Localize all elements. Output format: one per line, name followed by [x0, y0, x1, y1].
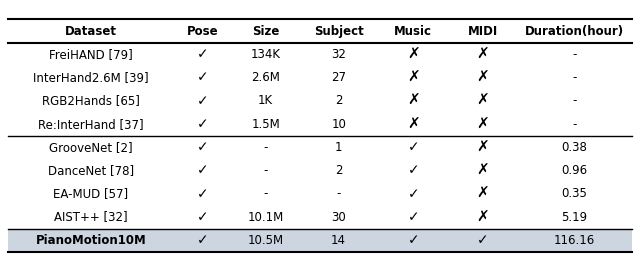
Text: EA-MUD [57]: EA-MUD [57]: [53, 187, 129, 200]
Text: 2: 2: [335, 164, 342, 177]
Text: ✓: ✓: [408, 140, 419, 154]
Text: ✗: ✗: [407, 93, 420, 108]
Text: ✗: ✗: [477, 117, 490, 132]
Text: 14: 14: [331, 234, 346, 247]
Text: ✗: ✗: [477, 210, 490, 224]
Bar: [8, 229, 632, 252]
Text: -: -: [572, 48, 577, 61]
Text: 30: 30: [332, 211, 346, 223]
Text: 1.5M: 1.5M: [252, 117, 280, 130]
Text: 10.1M: 10.1M: [248, 211, 284, 223]
Text: Music: Music: [394, 25, 433, 38]
Text: 116.16: 116.16: [554, 234, 595, 247]
Text: ✓: ✓: [197, 187, 209, 201]
Text: Re:InterHand [37]: Re:InterHand [37]: [38, 117, 144, 130]
Text: ✓: ✓: [408, 187, 419, 201]
Text: ✓: ✓: [408, 210, 419, 224]
Text: ✓: ✓: [197, 233, 209, 247]
Text: ✗: ✗: [407, 70, 420, 85]
Text: 2: 2: [335, 94, 342, 107]
Text: 1: 1: [335, 141, 342, 154]
Text: -: -: [264, 164, 268, 177]
Text: -: -: [264, 187, 268, 200]
Text: DanceNet [78]: DanceNet [78]: [48, 164, 134, 177]
Text: -: -: [337, 187, 341, 200]
Text: 1K: 1K: [258, 94, 273, 107]
Text: ✗: ✗: [477, 163, 490, 178]
Text: FreiHAND [79]: FreiHAND [79]: [49, 48, 132, 61]
Text: -: -: [264, 141, 268, 154]
Text: 0.35: 0.35: [562, 187, 588, 200]
Text: ✓: ✓: [197, 70, 209, 85]
Text: Dataset: Dataset: [65, 25, 117, 38]
Text: ✗: ✗: [407, 117, 420, 132]
Text: ✓: ✓: [197, 94, 209, 108]
Text: ✓: ✓: [477, 233, 489, 247]
Text: 0.38: 0.38: [562, 141, 588, 154]
Text: AIST++ [32]: AIST++ [32]: [54, 211, 128, 223]
Text: ✗: ✗: [477, 70, 490, 85]
Text: Duration(hour): Duration(hour): [525, 25, 624, 38]
Text: ✗: ✗: [477, 47, 490, 62]
Text: Pose: Pose: [187, 25, 219, 38]
Text: -: -: [572, 117, 577, 130]
Text: 2.6M: 2.6M: [252, 71, 280, 84]
Text: 32: 32: [332, 48, 346, 61]
Text: RGB2Hands [65]: RGB2Hands [65]: [42, 94, 140, 107]
Text: 5.19: 5.19: [561, 211, 588, 223]
Text: ✓: ✓: [408, 164, 419, 177]
Text: InterHand2.6M [39]: InterHand2.6M [39]: [33, 71, 148, 84]
Text: ✗: ✗: [477, 93, 490, 108]
Text: -: -: [572, 94, 577, 107]
Text: GrooveNet [2]: GrooveNet [2]: [49, 141, 132, 154]
Text: PianoMotion10M: PianoMotion10M: [36, 234, 147, 247]
Text: ✓: ✓: [197, 117, 209, 131]
Text: ✓: ✓: [197, 47, 209, 61]
Text: ✓: ✓: [408, 233, 419, 247]
Text: 134K: 134K: [251, 48, 281, 61]
Text: Size: Size: [252, 25, 280, 38]
Text: 0.96: 0.96: [561, 164, 588, 177]
Text: -: -: [572, 71, 577, 84]
Text: ✓: ✓: [197, 210, 209, 224]
Text: ✗: ✗: [477, 140, 490, 155]
Text: ✓: ✓: [197, 164, 209, 177]
Text: ✗: ✗: [407, 47, 420, 62]
Text: 27: 27: [331, 71, 346, 84]
Text: ✗: ✗: [477, 186, 490, 201]
Text: 10: 10: [332, 117, 346, 130]
Text: 10.5M: 10.5M: [248, 234, 284, 247]
Text: Subject: Subject: [314, 25, 364, 38]
Text: ✓: ✓: [197, 140, 209, 154]
Text: MIDI: MIDI: [468, 25, 498, 38]
